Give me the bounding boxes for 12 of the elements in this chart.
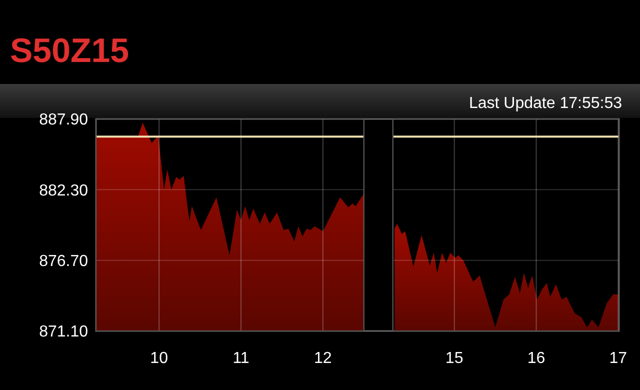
chart-title: S50Z15 — [10, 32, 130, 70]
x-tick-label: 12 — [314, 350, 332, 367]
x-tick-label: 10 — [150, 350, 168, 367]
text: Last Update 17:55:53 — [468, 95, 622, 112]
y-tick-label: 871.10 — [39, 324, 88, 341]
y-tick-label: 887.90 — [39, 112, 88, 129]
y-tick-label: 876.70 — [39, 252, 88, 270]
x-tick-label: 15 — [445, 350, 464, 367]
y-tick-label: 882.30 — [39, 182, 88, 200]
x-tick-label: 16 — [527, 350, 546, 367]
x-tick-label: 17 — [609, 350, 628, 367]
x-tick-label: 11 — [232, 350, 250, 367]
